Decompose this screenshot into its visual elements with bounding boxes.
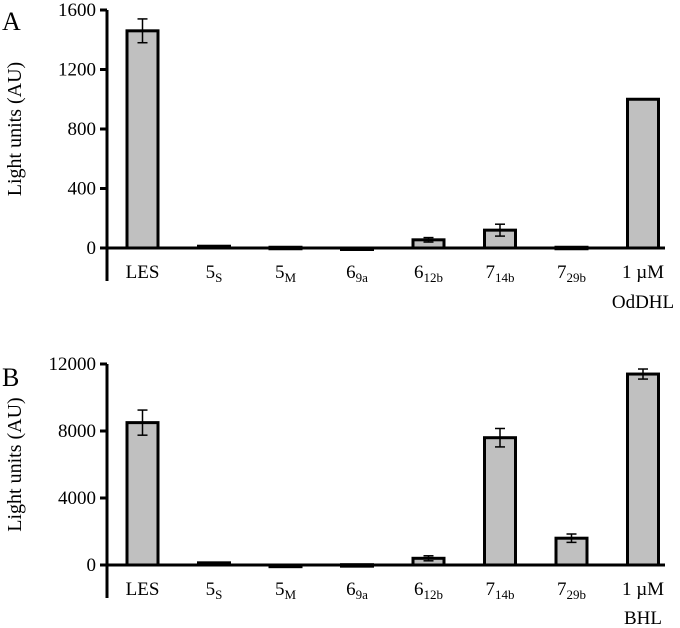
panel-letter: B xyxy=(2,363,19,392)
y-axis-label: Light units (AU) xyxy=(4,62,26,196)
bar-7 xyxy=(626,372,660,567)
y-tick-label: 400 xyxy=(68,179,97,200)
y-tick-label: 0 xyxy=(87,555,97,576)
y-tick-label: 12000 xyxy=(49,354,97,375)
category-label: LES xyxy=(126,579,160,600)
category-label: 5M xyxy=(275,579,297,602)
y-tick-label: 8000 xyxy=(58,421,96,442)
category-label-line2: BHL xyxy=(624,608,662,628)
category-label: 729b xyxy=(557,262,586,285)
category-label: 5S xyxy=(206,262,223,285)
bar-5 xyxy=(483,436,517,567)
panel-a: A Light units (AU) 0 400 800 1200 1600 LES 5S 5M 6… xyxy=(2,0,674,313)
y-tick-label: 1200 xyxy=(58,60,96,81)
category-label: 69a xyxy=(346,262,368,285)
category-label: 729b xyxy=(557,579,586,602)
category-label: 69a xyxy=(346,579,368,602)
y-tick-label: 1600 xyxy=(58,0,96,21)
category-label: 1 µM xyxy=(622,579,664,600)
category-label: 5S xyxy=(206,579,223,602)
category-label: 5M xyxy=(275,262,297,285)
category-label: 1 µM xyxy=(622,262,664,283)
y-axis-label: Light units (AU) xyxy=(4,397,26,531)
category-label: 612b xyxy=(414,579,443,602)
bar-7 xyxy=(626,97,660,250)
y-tick-label: 0 xyxy=(87,238,97,259)
category-label: LES xyxy=(126,262,160,283)
category-label-line2: OdDHL xyxy=(612,292,674,313)
category-label: 714b xyxy=(486,579,515,602)
panel-letter: A xyxy=(2,7,21,36)
bar-0 xyxy=(125,29,160,250)
y-tick-label: 4000 xyxy=(58,488,96,509)
bar-0 xyxy=(125,421,160,567)
category-label: 714b xyxy=(486,262,515,285)
y-tick-label: 800 xyxy=(68,119,97,140)
panel-b: B Light units (AU) 0 4000 8000 12000 LES 5S 5M 69… xyxy=(2,354,665,628)
category-label: 612b xyxy=(414,262,443,285)
